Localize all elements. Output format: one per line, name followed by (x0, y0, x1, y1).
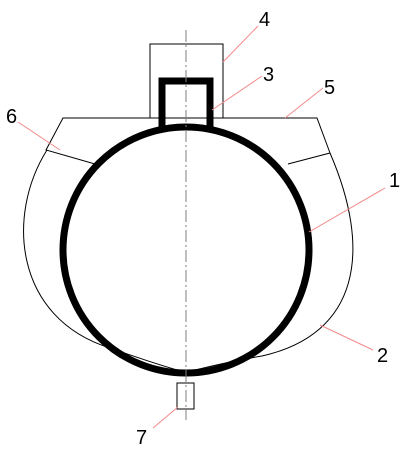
callout-7: 7 (136, 427, 147, 449)
callout-1: 1 (389, 170, 400, 192)
leader-7 (152, 406, 179, 429)
callout-3: 3 (263, 64, 274, 86)
leader-6 (17, 121, 61, 151)
part-4-bracket (149, 43, 224, 118)
part-5-saddle (45, 117, 331, 165)
part-7-stub (176, 382, 195, 410)
leader-1 (308, 187, 386, 233)
leader-2 (319, 324, 374, 351)
leader-3 (211, 75, 263, 111)
leader-5 (284, 87, 324, 119)
part-2-shell (23, 149, 354, 373)
callout-4: 4 (259, 9, 270, 31)
callout-6: 6 (6, 106, 17, 128)
callout-2: 2 (377, 345, 388, 367)
callout-5: 5 (324, 77, 335, 99)
leader-4 (222, 25, 259, 63)
